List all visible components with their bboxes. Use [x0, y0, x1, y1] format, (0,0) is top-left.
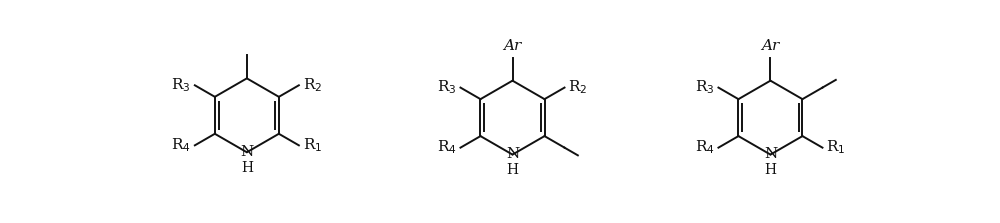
Text: R$_4$: R$_4$ [171, 136, 191, 154]
Text: R$_2$: R$_2$ [303, 76, 322, 94]
Text: Ar: Ar [503, 39, 522, 53]
Text: N: N [240, 145, 253, 159]
Text: H: H [507, 163, 518, 177]
Text: R$_4$: R$_4$ [695, 139, 715, 157]
Text: H: H [241, 161, 253, 175]
Text: R$_3$: R$_3$ [695, 79, 715, 96]
Text: Ar: Ar [761, 39, 780, 53]
Text: R$_1$: R$_1$ [303, 136, 322, 154]
Text: N: N [506, 147, 519, 161]
Text: R$_1$: R$_1$ [826, 139, 846, 157]
Text: R$_3$: R$_3$ [437, 79, 457, 96]
Text: N: N [764, 147, 777, 161]
Text: R$_2$: R$_2$ [568, 79, 588, 96]
Text: R$_3$: R$_3$ [171, 76, 191, 94]
Text: R$_4$: R$_4$ [437, 139, 457, 157]
Text: H: H [764, 163, 776, 177]
